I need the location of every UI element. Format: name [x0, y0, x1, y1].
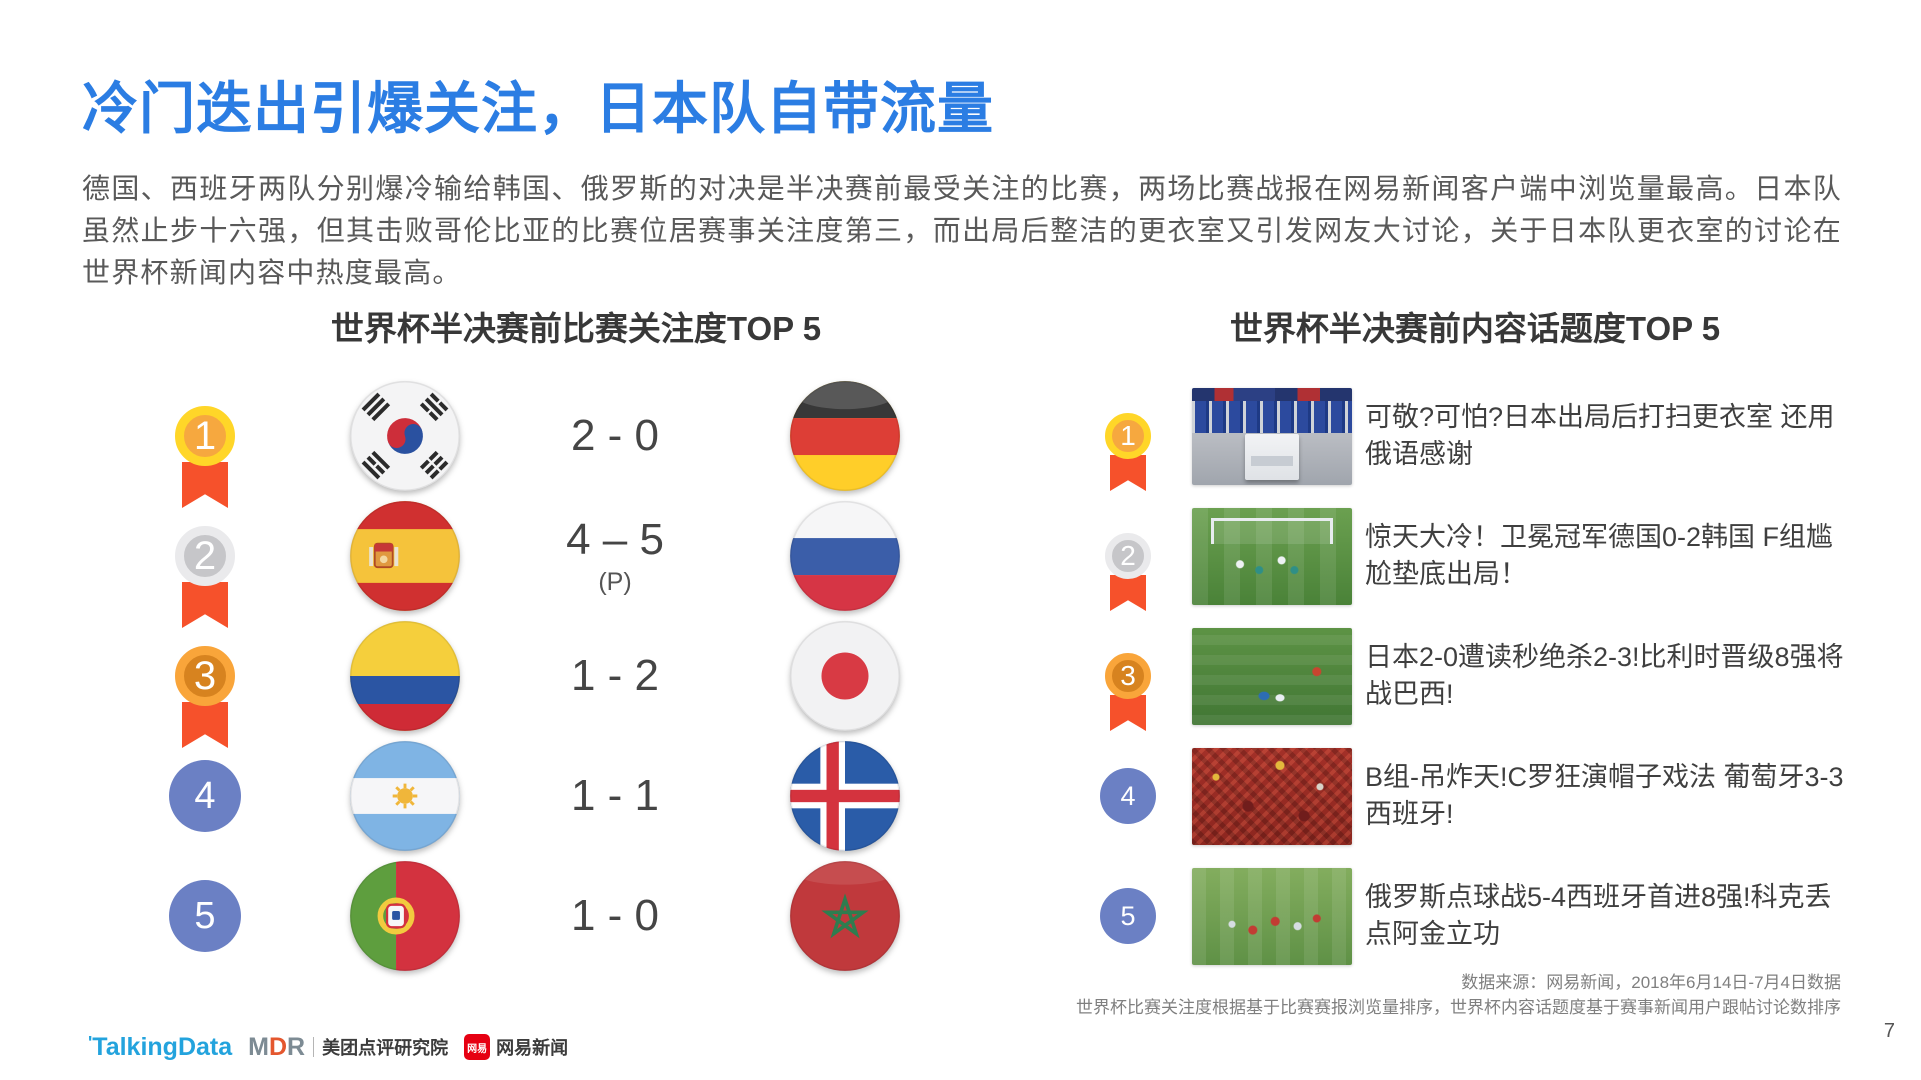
topic-headline: 日本2-0遭读秒绝杀2-3!比利时晋级8强将战巴西!	[1365, 642, 1844, 709]
topic-ranking-rows: 1 可敬?可怕?日本出局后打扫更衣室 还用俄语感谢 2 惊天大冷！卫冕冠军德国0-2韩…	[1075, 376, 1875, 976]
netease-news-logo: 网易 网易新闻	[464, 1034, 568, 1060]
rank-circle-icon: 4	[1098, 768, 1158, 824]
topic-rank-row: 5 俄罗斯点球战5-4西班牙首进8强!科克丢点阿金立功	[1075, 856, 1875, 976]
match-attention-ranking-panel: 世界杯半决赛前比赛关注度TOP 5 1 2 - 0 2 4 – 5 (P) 3 1 - 2 4…	[123, 302, 913, 976]
flag-south-korea-icon	[349, 380, 461, 492]
gold-medal-icon: 1	[166, 406, 244, 508]
flag-argentina-icon	[349, 740, 461, 852]
rank-number: 3	[193, 653, 217, 698]
topic-rank-row: 1 可敬?可怕?日本出局后打扫更衣室 还用俄语感谢	[1075, 376, 1875, 496]
rank-number: 1	[1120, 420, 1136, 451]
netease-news-label: 网易新闻	[496, 1038, 569, 1058]
flag-portugal-icon	[349, 860, 461, 972]
rank-number: 3	[1120, 660, 1136, 691]
talkingdata-tick-icon: '	[88, 1032, 93, 1053]
topic-ranking-header: 世界杯半决赛前内容话题度TOP 5	[1229, 310, 1721, 347]
medal-ribbon-icon	[1110, 695, 1146, 731]
flag-colombia-icon	[349, 620, 461, 732]
match-score: 2 - 0	[535, 411, 695, 461]
topic-headline: 惊天大冷！卫冕冠军德国0-2韩国 F组尴尬垫底出局！	[1365, 522, 1834, 589]
mdr-letter-d: D	[268, 1032, 288, 1061]
topic-rank-row: 4 B组-吊炸天!C罗狂演帽子戏法 葡萄牙3-3西班牙!	[1075, 736, 1875, 856]
talkingdata-wordmark: TalkingData	[92, 1032, 233, 1061]
silver-medal-icon: 2	[166, 526, 244, 628]
topic-rank-row: 2 惊天大冷！卫冕冠军德国0-2韩国 F组尴尬垫底出局！	[1075, 496, 1875, 616]
flag-germany-icon	[789, 380, 901, 492]
match-ranking-rows: 1 2 - 0 2 4 – 5 (P) 3 1 - 2 4 1 - 1 5 1 - 0	[123, 376, 913, 976]
netease-icon: 网易	[464, 1034, 491, 1060]
team-celebration-photo-icon	[1192, 867, 1352, 965]
topic-headline: 俄罗斯点球战5-4西班牙首进8强!科克丢点阿金立功	[1365, 882, 1832, 949]
medal-ribbon-icon	[1110, 575, 1146, 611]
logo-divider	[313, 1037, 315, 1057]
rank-number: 2	[1120, 540, 1136, 571]
flag-morocco-icon	[789, 860, 901, 972]
rank-circle-icon: 5	[1098, 888, 1158, 944]
page-title: 冷门迭出引爆关注，日本队自带流量	[82, 77, 994, 140]
match-score: 1 - 0	[535, 891, 695, 941]
gold-medal-icon: 1	[1098, 413, 1158, 491]
mdr-letter-m: M	[248, 1032, 269, 1061]
flag-iceland-icon	[789, 740, 901, 852]
rank-number: 5	[1120, 900, 1136, 931]
flag-russia-icon	[789, 500, 901, 612]
source-line-1: 数据来源：网易新闻，2018年6月14日-7月4日数据	[1461, 973, 1841, 992]
score-value: 2 - 0	[570, 411, 660, 460]
locker-room-photo-icon	[1192, 387, 1352, 485]
rank-circle-icon: 5	[166, 880, 244, 952]
score-value: 1 - 2	[570, 651, 660, 700]
flag-spain-icon	[349, 500, 461, 612]
match-rank-row: 1 2 - 0	[123, 376, 913, 508]
match-score: 1 - 1	[535, 771, 695, 821]
match-rank-row: 3 1 - 2	[123, 616, 913, 748]
match-rank-row: 5 1 - 0	[123, 856, 913, 976]
bronze-medal-icon: 3	[166, 646, 244, 748]
score-value: 1 - 1	[570, 771, 660, 820]
topic-headline: B组-吊炸天!C罗狂演帽子戏法 葡萄牙3-3西班牙!	[1365, 762, 1844, 829]
score-value: 1 - 0	[570, 891, 660, 940]
match-rank-row: 4 1 - 1	[123, 736, 913, 856]
rank-number: 5	[194, 894, 216, 937]
bronze-medal-icon: 3	[1098, 653, 1158, 731]
rank-number: 1	[193, 413, 217, 458]
flag-japan-icon	[789, 620, 901, 732]
goal-scramble-photo-icon	[1192, 507, 1352, 605]
page-number: 7	[1883, 1020, 1895, 1042]
penalty-note: (P)	[598, 568, 632, 596]
match-rank-row: 2 4 – 5 (P)	[123, 496, 913, 628]
silver-medal-icon: 2	[1098, 533, 1158, 611]
red-fans-photo-icon	[1192, 747, 1352, 845]
medal-ribbon-icon	[1110, 455, 1146, 491]
source-line-2: 世界杯比赛关注度根据基于比赛赛报浏览量排序，世界杯内容话题度基于赛事新闻用户跟帖…	[1076, 998, 1841, 1017]
player-down-photo-icon	[1192, 627, 1352, 725]
match-score: 1 - 2	[535, 651, 695, 701]
rank-circle-icon: 4	[166, 760, 244, 832]
rank-number: 2	[193, 533, 217, 578]
topic-rank-row: 3 日本2-0遭读秒绝杀2-3!比利时晋级8强将战巴西!	[1075, 616, 1875, 736]
talkingdata-logo: 'TalkingData	[88, 1033, 232, 1062]
score-value: 4 – 5	[566, 515, 664, 564]
meituan-dianping-institute-label: 美团点评研究院	[322, 1038, 449, 1058]
match-ranking-header: 世界杯半决赛前比赛关注度TOP 5	[330, 310, 822, 347]
mdr-letter-r: R	[287, 1032, 306, 1061]
rank-number: 4	[1120, 780, 1136, 811]
rank-number: 4	[194, 774, 216, 817]
topic-headline: 可敬?可怕?日本出局后打扫更衣室 还用俄语感谢	[1365, 402, 1835, 469]
match-score: 4 – 5 (P)	[535, 515, 695, 597]
data-source-note: 数据来源：网易新闻，2018年6月14日-7月4日数据 世界杯比赛关注度根据基于…	[1076, 970, 1841, 1020]
summary-paragraph: 德国、西班牙两队分别爆冷输给韩国、俄罗斯的对决是半决赛前最受关注的比赛，两场比赛…	[82, 173, 1842, 288]
content-topic-ranking-panel: 世界杯半决赛前内容话题度TOP 5 1 可敬?可怕?日本出局后打扫更衣室 还用俄语…	[1075, 302, 1875, 976]
